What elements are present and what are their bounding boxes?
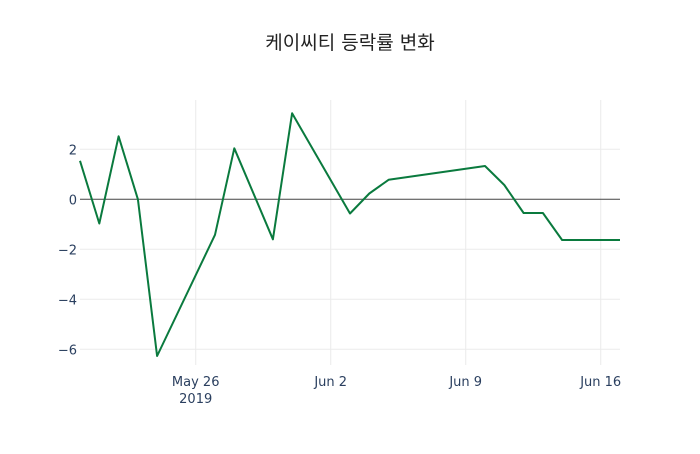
x-tick-sublabel: 2019: [179, 392, 212, 407]
y-axis: 2 0 −2 −4 −6: [58, 143, 77, 358]
x-tick-label: Jun 2: [313, 375, 347, 390]
y-tick-label: 0: [69, 193, 77, 208]
x-axis: May 26 2019 Jun 2 Jun 9 Jun 16: [172, 375, 621, 407]
gridlines: [80, 100, 620, 365]
chart-title: 케이씨티 등락률 변화: [265, 32, 434, 54]
x-tick-label: Jun 16: [579, 375, 621, 390]
y-tick-label: 2: [69, 143, 77, 158]
y-tick-label: −4: [58, 293, 77, 308]
y-tick-label: −2: [58, 243, 77, 258]
x-tick-label: May 26: [172, 375, 220, 390]
x-tick-label: Jun 9: [448, 375, 482, 390]
y-tick-label: −6: [58, 343, 77, 358]
